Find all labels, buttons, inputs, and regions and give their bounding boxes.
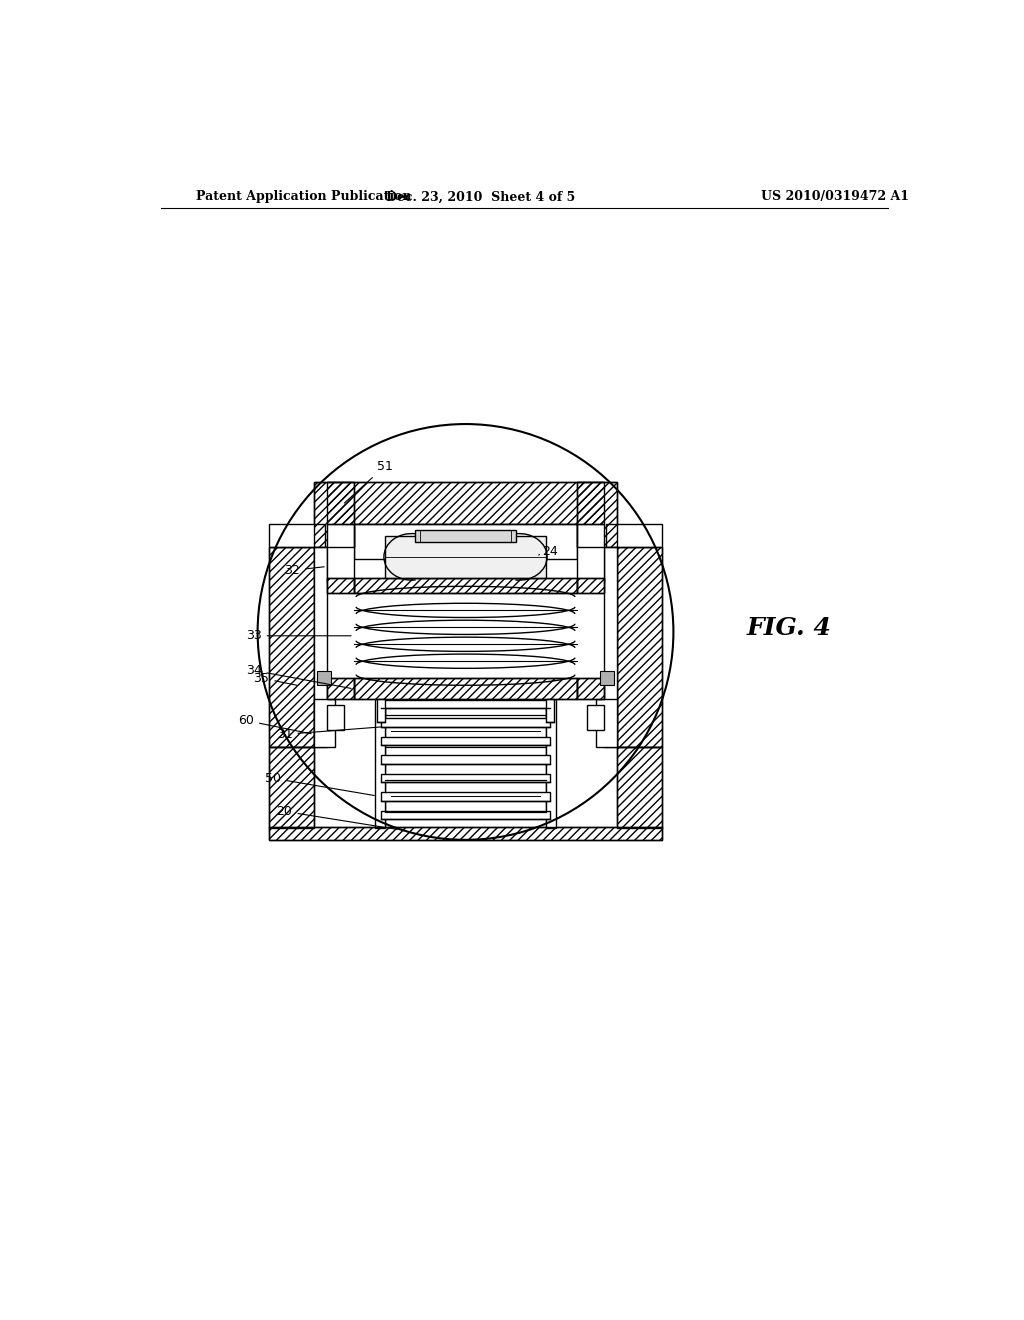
Bar: [354, 578, 578, 594]
Bar: [313, 482, 354, 548]
Bar: [617, 747, 662, 829]
Text: 24: 24: [539, 545, 558, 557]
Text: Patent Application Publication: Patent Application Publication: [196, 190, 412, 203]
Bar: [354, 678, 578, 700]
Bar: [327, 678, 354, 700]
Bar: [327, 482, 604, 524]
Bar: [354, 524, 578, 558]
Bar: [313, 482, 354, 548]
Bar: [354, 678, 578, 700]
Bar: [313, 548, 327, 747]
Bar: [547, 700, 556, 829]
Bar: [381, 810, 550, 818]
Bar: [381, 700, 550, 708]
Bar: [316, 672, 331, 685]
Bar: [269, 524, 326, 548]
Text: 31: 31: [276, 727, 382, 741]
Bar: [327, 482, 604, 524]
Bar: [327, 678, 354, 700]
Bar: [617, 548, 662, 747]
Bar: [377, 700, 385, 722]
Bar: [587, 705, 604, 730]
Bar: [269, 826, 662, 840]
Bar: [269, 747, 313, 829]
Bar: [327, 524, 354, 582]
Bar: [547, 700, 554, 722]
Bar: [617, 747, 662, 829]
Bar: [327, 705, 344, 730]
Bar: [578, 678, 604, 700]
Bar: [269, 826, 662, 840]
Bar: [354, 678, 578, 700]
Bar: [327, 578, 354, 594]
Bar: [381, 755, 550, 763]
Text: 51: 51: [344, 459, 392, 503]
Bar: [617, 548, 662, 747]
Text: 20: 20: [276, 805, 397, 829]
Bar: [269, 548, 313, 747]
Bar: [381, 718, 550, 726]
Bar: [354, 578, 578, 594]
Text: FIG. 4: FIG. 4: [746, 616, 831, 640]
Text: 33: 33: [246, 630, 351, 643]
Bar: [327, 482, 604, 524]
Text: US 2010/0319472 A1: US 2010/0319472 A1: [761, 190, 909, 203]
Bar: [354, 578, 578, 594]
Bar: [327, 578, 354, 594]
Bar: [269, 548, 313, 747]
Bar: [313, 482, 354, 548]
Bar: [269, 826, 662, 840]
Bar: [578, 578, 604, 594]
Bar: [617, 747, 662, 829]
Bar: [381, 737, 550, 744]
Bar: [578, 482, 617, 548]
Bar: [269, 548, 313, 747]
Bar: [600, 672, 614, 685]
Text: 34: 34: [246, 664, 351, 689]
Bar: [578, 578, 604, 594]
Bar: [385, 700, 547, 829]
Text: 50: 50: [265, 772, 374, 796]
Bar: [385, 536, 547, 578]
Bar: [578, 678, 604, 700]
Bar: [381, 774, 550, 781]
Bar: [578, 524, 604, 582]
Bar: [269, 747, 313, 829]
Text: 35: 35: [254, 672, 297, 685]
Bar: [416, 529, 515, 543]
Bar: [578, 482, 617, 548]
Bar: [313, 700, 335, 747]
Bar: [578, 482, 617, 548]
Bar: [578, 578, 604, 594]
Bar: [578, 678, 604, 700]
Bar: [605, 524, 662, 548]
Bar: [596, 700, 617, 747]
Text: 60: 60: [239, 714, 311, 734]
Bar: [604, 548, 617, 747]
Bar: [327, 678, 354, 700]
Bar: [617, 548, 662, 747]
Bar: [327, 578, 354, 594]
Bar: [269, 747, 313, 829]
Bar: [376, 700, 385, 829]
Text: 32: 32: [285, 564, 325, 577]
Text: Dec. 23, 2010  Sheet 4 of 5: Dec. 23, 2010 Sheet 4 of 5: [386, 190, 575, 203]
Bar: [381, 792, 550, 800]
